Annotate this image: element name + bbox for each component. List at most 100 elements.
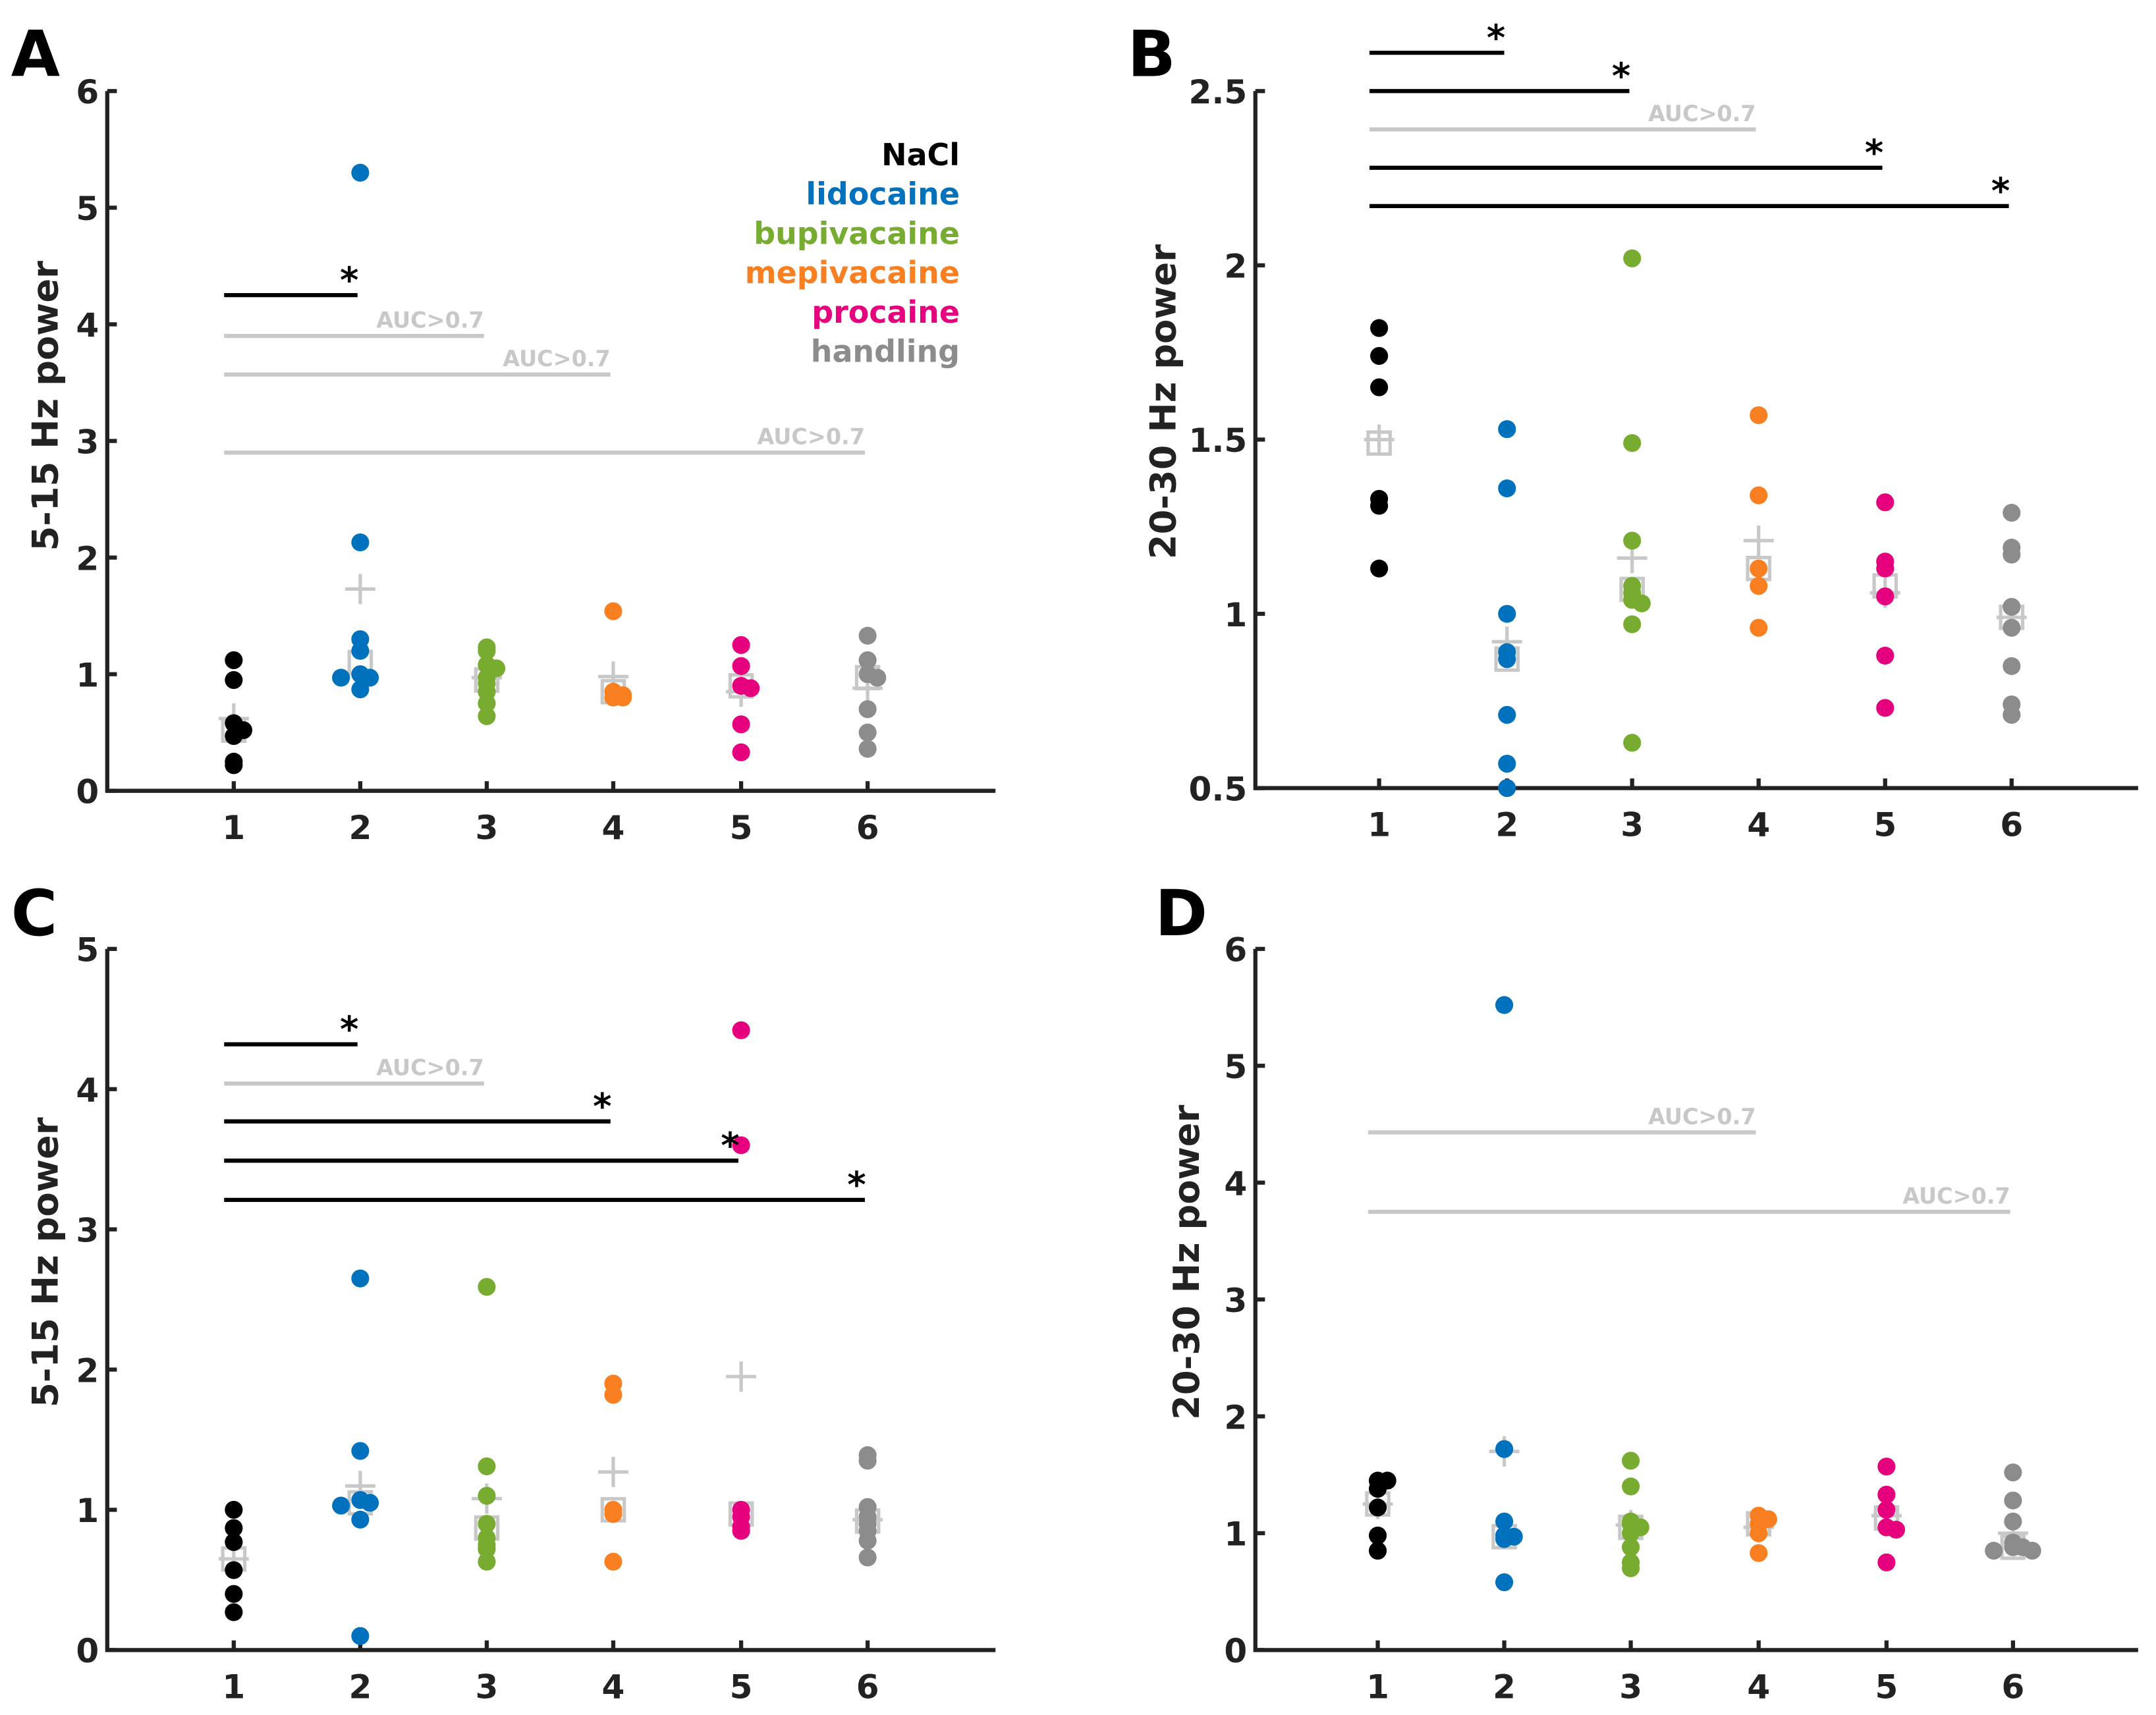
x-tick-label: 6 (2001, 1668, 2024, 1706)
y-tick-label: 6 (76, 73, 99, 111)
y-tick-label: 1 (1224, 1515, 1247, 1554)
data-point (732, 1136, 750, 1155)
data-point (858, 1452, 877, 1470)
data-point (1877, 1457, 1896, 1476)
data-point (2003, 503, 2021, 522)
x-tick-label: 1 (1368, 806, 1391, 844)
panel-c: C 0 1 2 3 4 5 1 2 3 4 5 6 5-15 Hz power * AUC>0.7 * * * (11, 877, 996, 1706)
y-tick-label: 4 (76, 1072, 99, 1110)
data-point (1495, 1530, 1514, 1548)
data-point (1368, 1526, 1387, 1545)
data-point (351, 1510, 370, 1529)
data-point (1368, 1541, 1387, 1560)
x-tick-label: 3 (476, 1668, 499, 1706)
data-point (858, 1531, 877, 1550)
data-point (225, 1500, 243, 1519)
data-point (225, 726, 243, 746)
data-point (868, 668, 887, 687)
y-tick-label: 0 (1224, 1632, 1247, 1670)
data-point (351, 163, 370, 182)
x-tick-label: 3 (1620, 806, 1644, 844)
mean-marker (1743, 525, 1774, 556)
data-point (732, 1521, 750, 1540)
data-point (1622, 1559, 1640, 1577)
panel-d: D 0 1 2 3 4 5 6 1 2 3 4 5 6 20-30 Hz power AUC>0.7 AUC>0… (1155, 877, 2138, 1706)
x-tick-label: 2 (1495, 806, 1518, 844)
y-tick-label: 5 (1224, 1048, 1247, 1086)
data-point (225, 1519, 243, 1537)
data-point (351, 1269, 370, 1288)
data-point (1622, 1477, 1640, 1496)
x-tick-label: 4 (602, 1668, 625, 1706)
auc-label: AUC>0.7 (1648, 1104, 1756, 1130)
auc-label: AUC>0.7 (503, 346, 610, 371)
data-point (732, 1021, 750, 1039)
data-point (2004, 1512, 2022, 1531)
data-point (732, 715, 750, 734)
data-point (1622, 1524, 1640, 1542)
x-tick-label: 4 (1747, 806, 1770, 844)
significance-star: * (1612, 55, 1630, 97)
y-tick-label: 4 (1224, 1164, 1247, 1203)
data-point (1887, 1521, 1906, 1539)
data-point (1623, 434, 1642, 452)
y-tick-label: 2.5 (1189, 73, 1248, 111)
data-point (614, 688, 632, 707)
data-point (360, 1494, 379, 1512)
data-point (225, 1585, 243, 1603)
panel-b: B 0.5 1 1.5 2 2.5 1 2 3 4 5 6 20-30 Hz power * * AUC>0.… (1128, 17, 2138, 844)
data-point (1750, 559, 1768, 578)
data-point (1877, 1553, 1896, 1571)
data-point (2003, 705, 2021, 724)
data-point (225, 1603, 243, 1621)
y-tick-label: 3 (1224, 1282, 1247, 1320)
data-point (478, 1515, 496, 1533)
x-tick-label: 6 (2000, 806, 2023, 844)
data-point (225, 1533, 243, 1551)
data-point (2003, 545, 2021, 564)
data-point (1877, 1485, 1896, 1504)
data-point (1498, 479, 1516, 498)
data-point (1370, 319, 1389, 337)
data-point (1632, 594, 1651, 612)
data-point (478, 1540, 496, 1558)
significance-star: * (847, 1164, 866, 1206)
data-point (478, 707, 496, 725)
data-point (858, 740, 877, 758)
significance-star: * (1991, 171, 2010, 212)
data-point (478, 1552, 496, 1571)
data-point (225, 1561, 243, 1579)
data-point (2023, 1541, 2041, 1560)
legend-entry: NaCl (881, 137, 960, 173)
data-point (478, 1457, 496, 1476)
significance-star: * (1865, 132, 1883, 174)
data-point (732, 743, 750, 761)
data-point (225, 670, 243, 690)
data-point (478, 1486, 496, 1505)
x-tick-label: 5 (730, 809, 753, 847)
data-point (1750, 406, 1768, 424)
data-point (1495, 1440, 1514, 1458)
y-axis-label: 20-30 Hz power (1143, 244, 1184, 559)
y-tick-label: 1 (76, 1492, 99, 1530)
mean-marker (726, 1361, 757, 1392)
data-point (351, 533, 370, 552)
y-tick-label: 5 (76, 931, 99, 969)
y-tick-label: 4 (76, 306, 99, 344)
data-point (1623, 734, 1642, 752)
x-tick-label: 5 (1875, 1668, 1898, 1706)
legend-entry: lidocaine (806, 177, 960, 212)
data-point (1750, 618, 1768, 637)
x-tick-label: 3 (1619, 1668, 1642, 1706)
mean-marker (345, 574, 375, 605)
y-tick-label: 2 (76, 539, 99, 578)
data-point (1368, 1479, 1387, 1498)
legend-entry: mepivacaine (745, 255, 960, 290)
data-point (732, 636, 750, 654)
y-tick-label: 1.5 (1189, 422, 1248, 460)
mean-marker (1364, 424, 1395, 455)
data-point (332, 1496, 350, 1515)
data-point (1370, 378, 1389, 396)
